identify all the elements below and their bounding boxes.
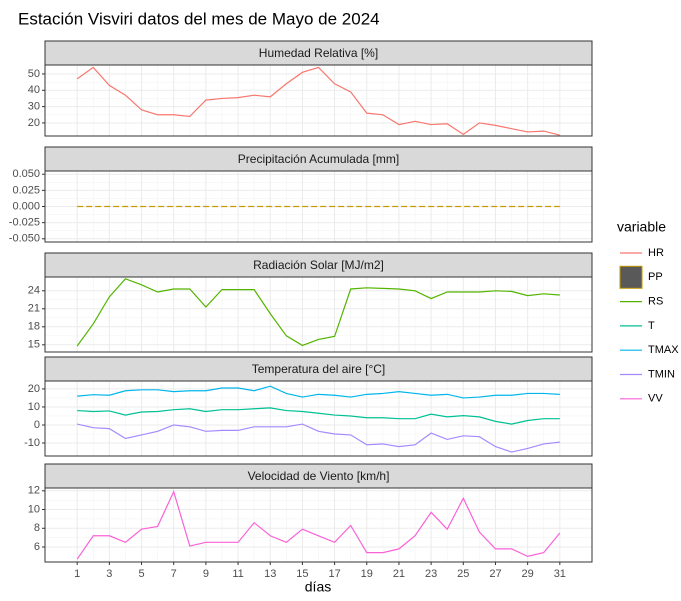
strip-label: Temperatura del aire [°C]: [252, 362, 386, 376]
x-tick-label: 7: [171, 568, 177, 580]
legend-label: RS: [648, 296, 663, 308]
legend-label: PP: [648, 271, 663, 283]
x-tick-label: 3: [106, 568, 112, 580]
chart-title: Estación Visviri datos del mes de Mayo d…: [18, 9, 380, 28]
strip: [44, 40, 593, 66]
strip: [44, 356, 593, 382]
y-tick-label: -0.025: [9, 217, 40, 229]
strip-label: Humedad Relativa [%]: [259, 46, 378, 60]
x-tick-label: 25: [457, 568, 469, 580]
y-tick-label: 6: [34, 541, 40, 553]
legend-label: T: [648, 320, 655, 332]
data-line: [76, 66, 560, 136]
y-tick-label: 0.000: [12, 200, 40, 212]
legend-label: TMAX: [648, 344, 679, 356]
x-tick-label: 5: [138, 568, 144, 580]
y-tick-label: 20: [28, 383, 40, 395]
x-tick-label: 13: [264, 568, 276, 580]
y-tick-label: 21: [28, 303, 40, 315]
y-tick-label: 40: [28, 84, 40, 96]
strip-label: Radiación Solar [MJ/m2]: [253, 258, 384, 272]
data-line: [77, 407, 560, 425]
x-tick-label: 17: [328, 568, 340, 580]
data-line: [76, 278, 560, 347]
x-tick-label: 1: [74, 568, 80, 580]
y-tick-label: 18: [28, 321, 40, 333]
legend-label: HR: [648, 247, 664, 259]
strip: [44, 463, 593, 489]
x-tick-label: 27: [489, 568, 501, 580]
x-tick-label: 11: [232, 568, 243, 580]
y-tick-label: 20: [28, 117, 40, 129]
y-tick-label: -0.050: [9, 233, 40, 245]
x-tick-label: 31: [554, 568, 566, 580]
strip-label: Velocidad de Viento [km/h]: [248, 469, 390, 483]
y-tick-label: 10: [28, 401, 40, 413]
legend-label: TMIN: [648, 368, 675, 380]
y-tick-label: 50: [28, 68, 40, 80]
data-line: [77, 423, 560, 453]
legend-key: [619, 265, 643, 289]
x-axis-title: días: [305, 579, 331, 595]
y-tick-label: 15: [28, 339, 40, 351]
x-tick-label: 21: [393, 568, 405, 580]
y-tick-label: 12: [28, 485, 40, 497]
strip-label: Precipitación Acumulada [mm]: [238, 152, 399, 166]
data-line: [77, 385, 560, 399]
y-tick-label: 10: [28, 503, 40, 515]
legend-label: VV: [648, 393, 663, 405]
strip: [44, 146, 593, 172]
x-tick-label: 19: [361, 568, 373, 580]
y-tick-label: 24: [28, 285, 40, 297]
x-tick-label: 29: [522, 568, 534, 580]
y-tick-label: 0.025: [12, 184, 40, 196]
y-tick-label: 0.050: [12, 168, 40, 180]
x-tick-label: 15: [296, 568, 308, 580]
y-tick-label: 30: [28, 101, 40, 113]
y-tick-label: -10: [24, 437, 40, 449]
legend-title: variable: [617, 219, 666, 235]
data-line: [76, 490, 561, 560]
y-tick-label: 0: [34, 419, 40, 431]
y-tick-label: 8: [34, 522, 40, 534]
x-tick-label: 9: [203, 568, 209, 580]
strip: [44, 252, 593, 278]
x-tick-label: 23: [425, 568, 437, 580]
